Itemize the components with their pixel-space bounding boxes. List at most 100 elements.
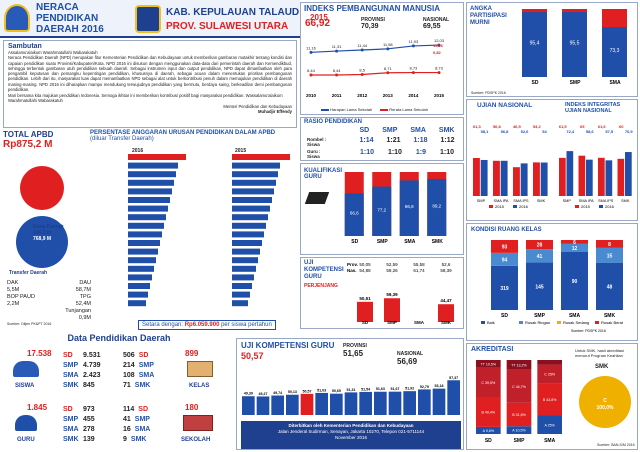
dpd-row-level: SMK <box>134 382 151 389</box>
ukg-chart: 49,39 49,27 49,74 50,13 50,57 51,03 50,65 51,31… <box>242 376 460 415</box>
sambutan-p2: Mari bersama kita majukan pendidikan Ind… <box>8 93 283 104</box>
rasio-rombel-label: Rombel : Siswa <box>307 137 327 147</box>
ipm-point <box>335 49 339 53</box>
akreditasi-note: Untuk SMK, hasil akreditasi menurut Prog… <box>575 348 624 358</box>
apbd-donut <box>16 166 68 268</box>
rasio-guru-label: Guru : Siswa <box>307 149 321 159</box>
transfer-daerah-label: Transfer Daerah <box>9 270 48 276</box>
prov-label: PROV. SULAWESI UTARA <box>166 21 289 32</box>
ukgp-bar-label: 59,39 <box>386 292 398 297</box>
dpd-row: SD 9.531 <box>63 351 101 361</box>
ipm-nas-value: 69,55 <box>423 23 441 30</box>
ukgp-prov-value: 55,58 <box>413 262 425 267</box>
kondisi-segment-label: 15 <box>607 253 613 259</box>
anggaran-bar-2016 <box>128 154 186 160</box>
legend-swatch <box>489 205 493 208</box>
x-tick-label: SMK <box>432 239 444 245</box>
dpd-row-level: SMA <box>134 426 151 433</box>
graduation-cap-icon <box>304 192 330 204</box>
x-tick-label: SMA IPS <box>513 199 529 203</box>
legend-swatch <box>599 205 603 208</box>
dpd-row: SMA 2.423 <box>63 371 101 381</box>
ukg-bar <box>242 396 255 415</box>
ukgp-nas-label: Nas. <box>347 268 357 273</box>
rasio-panel: RASIO PENDIDIKAN SD SMP SMA SMK Rombel : Si… <box>300 117 464 161</box>
ukg-title: UJI KOMPETENSI GURU <box>241 341 335 350</box>
kondisi-segment <box>526 262 553 310</box>
anggaran-bar-2016 <box>128 283 150 289</box>
bar-value-label: 77,2 <box>377 207 386 212</box>
anggaran-bar-2015 <box>232 154 290 160</box>
ipm-point-label: 11,93 <box>409 39 419 44</box>
dpd-row-value: 506 <box>123 352 135 359</box>
anggaran-bar-2016 <box>128 274 152 281</box>
ipm-point <box>309 50 313 54</box>
ipm-point-label: 8,71 <box>384 66 393 71</box>
un-chart: 61,358,1 SMP 56,856,8 SMA IPA 46,552,6 SMA IP… <box>473 124 548 209</box>
bar <box>480 159 488 196</box>
ipm-point <box>335 73 339 77</box>
dpd-row: SMP 4.739 <box>63 361 101 371</box>
kondisi-segment-label: 90 <box>572 279 578 285</box>
ipm-point-label: 8,44 <box>333 68 342 73</box>
setara-suffix: per siswa pertahun <box>221 322 272 328</box>
anggaran-bars <box>128 154 290 307</box>
bop-label: BOP PAUD <box>7 294 35 300</box>
bar <box>605 160 613 196</box>
bar-value-label: 52,6 <box>521 129 530 134</box>
bar-value-label: 57,5 <box>605 129 614 134</box>
kondisi-segment <box>491 240 518 253</box>
akreditasi-segment <box>506 402 532 427</box>
ukg-bar-label: 50,13 <box>288 390 297 394</box>
kondisi-segment <box>596 247 623 263</box>
bar <box>473 157 480 196</box>
akreditasi-segment-label: C 44,7% <box>512 385 527 389</box>
ipm-point-label: 11,16 <box>306 45 316 50</box>
title-line3: DAERAH 2016 <box>36 24 104 35</box>
rasio-col-smp: SMP <box>382 127 398 134</box>
legend-swatch <box>481 321 485 324</box>
siswa-block: 17.538 SISWA SD 9.531 SMP 4.739 SMA 2.423 SMK 8… <box>7 347 117 395</box>
ukgp-bar <box>384 298 400 322</box>
ipm-x-tick: 2012 <box>357 93 368 98</box>
ukg-bar <box>344 392 358 415</box>
akreditasi-source: Sumber: BAN-S/M 2016 <box>597 443 635 447</box>
total-apbd-value: Rp875,2 M <box>3 139 53 150</box>
kondisi-segment <box>561 243 588 252</box>
ipm-x-tick: 2010 <box>306 93 317 98</box>
anggaran-bar-2015 <box>232 265 256 272</box>
tunjangan-value: 0,9M <box>78 315 91 321</box>
anggaran-bar-2015 <box>232 197 272 203</box>
anggaran-bar-2015 <box>232 257 258 264</box>
akreditasi-segment <box>506 369 532 403</box>
ipm-legend-harapan: Harapan Lama Sekolah <box>321 107 372 112</box>
anggaran-bar-2016 <box>128 162 178 169</box>
anggaran-bar-2015 <box>232 205 270 212</box>
bar-value-label: 58,1 <box>481 129 490 134</box>
bar <box>522 12 547 78</box>
ukg-prov-label: PROVINSI <box>343 343 367 349</box>
x-tick-label: SMA IPA <box>579 199 594 203</box>
x-tick-label: SMA <box>404 239 416 245</box>
ukg-footer2: Jalan Jenderal Sudirman, Senayan, Jakart… <box>277 429 425 434</box>
x-tick-label: SD <box>501 313 508 319</box>
legend-label: Rusak Berat <box>601 320 624 325</box>
dpd-row-value: 214 <box>123 362 135 369</box>
ukgp-bar-label: 50,51 <box>359 296 371 301</box>
dpd-row-level: SD <box>138 406 149 413</box>
kondisi-segment-label: 12 <box>572 246 578 252</box>
smk-pie-label: C <box>603 398 607 404</box>
ukg-bar-label: 53,18 <box>435 384 444 388</box>
ukg-bar-label: 49,27 <box>259 392 268 396</box>
ukg-nas-value: 56,69 <box>397 357 418 366</box>
bar-value-label: 95,4 <box>530 41 540 47</box>
ipm-x-tick: 2013 <box>383 93 394 98</box>
dpd-row: 16 SMA <box>123 425 150 435</box>
dpd-row-value: 278 <box>83 426 95 433</box>
dpd-row-level: SD <box>63 352 73 359</box>
sekolah-icon <box>183 415 213 431</box>
legend-label: Rusak Ringan <box>525 320 550 325</box>
akreditasi-segment-label: B 43,8% <box>543 398 557 402</box>
rasio-col-smk: SMK <box>438 127 455 134</box>
